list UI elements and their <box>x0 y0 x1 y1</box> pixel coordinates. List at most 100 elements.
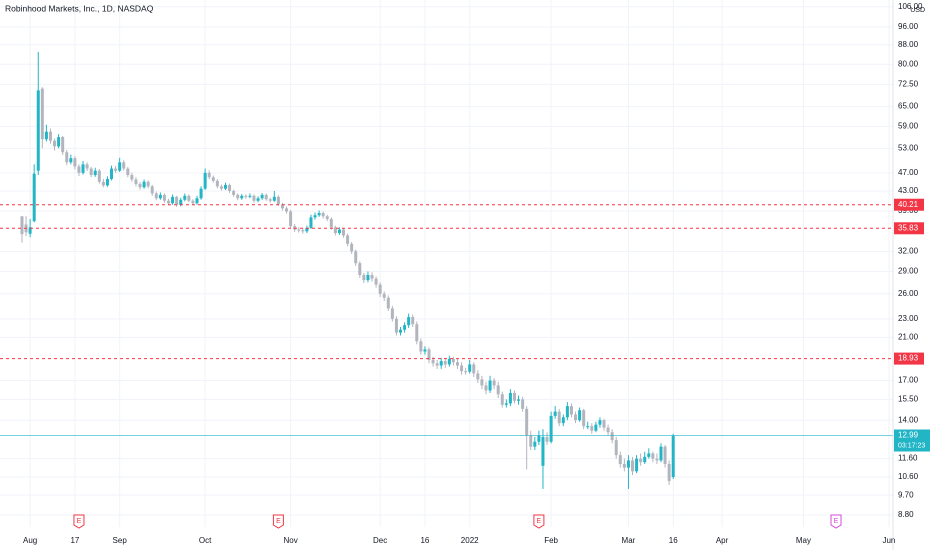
candle-body <box>309 217 313 228</box>
candle-body <box>390 308 394 319</box>
candle-body <box>419 341 423 352</box>
candle-body <box>439 361 443 366</box>
candle-body <box>443 361 447 365</box>
y-tick-label: 21.00 <box>898 333 919 342</box>
candle-body <box>280 204 284 209</box>
candle-body <box>256 198 260 201</box>
x-tick-label: Jun <box>882 536 895 545</box>
y-tick-label: 11.60 <box>898 454 918 463</box>
candle-body <box>81 164 85 173</box>
event-marker <box>73 514 85 529</box>
y-tick-label: 80.00 <box>898 59 919 68</box>
candle-body <box>464 371 468 373</box>
candle-body <box>561 417 565 424</box>
candle-body <box>329 218 333 228</box>
candle-body <box>321 213 325 217</box>
candle-body <box>569 406 573 415</box>
candle-body <box>118 162 122 171</box>
x-tick-label: May <box>796 536 811 545</box>
candle-body <box>195 198 199 204</box>
candle-body <box>492 380 496 386</box>
x-tick-label: Mar <box>622 536 636 545</box>
candle-body <box>631 460 635 472</box>
y-tick-label: 59.00 <box>898 122 919 131</box>
candle-body <box>545 436 549 442</box>
candle-body <box>374 278 378 285</box>
candle-body <box>289 211 293 227</box>
y-tick-label: 53.00 <box>898 143 919 152</box>
event-marker <box>830 514 842 529</box>
y-tick-label: 88.00 <box>898 40 919 49</box>
chart-title: Robinhood Markets, Inc., 1D, NASDAQ <box>5 3 154 13</box>
candle-body <box>223 184 227 189</box>
candle-body <box>301 230 305 232</box>
candle-body <box>28 227 32 234</box>
candle-body <box>472 364 476 374</box>
candle-body <box>476 373 480 380</box>
candle-body <box>105 179 109 186</box>
candle-body <box>525 408 529 436</box>
candle-body <box>260 194 264 199</box>
candle-body <box>167 200 171 204</box>
candle-body <box>431 360 435 364</box>
candle-body <box>423 349 427 352</box>
candle-body <box>134 179 138 185</box>
y-tick-label: 43.00 <box>898 186 919 195</box>
candle-body <box>500 394 504 405</box>
candle-body <box>158 194 162 199</box>
candle-body <box>451 358 455 363</box>
event-marker <box>533 514 545 529</box>
candle-body <box>671 435 675 478</box>
candle-body <box>366 275 370 281</box>
candle-body <box>252 195 256 201</box>
grid <box>0 0 893 527</box>
y-tick-label: 10.60 <box>898 472 919 481</box>
candle-body <box>171 196 175 204</box>
x-tick-label: Apr <box>716 536 729 545</box>
candle-body <box>484 385 488 391</box>
candle-body <box>337 229 341 234</box>
event-label: E <box>276 518 281 525</box>
candle-body <box>297 229 301 231</box>
event-label: E <box>537 518 542 525</box>
candle-body <box>272 196 276 201</box>
candle-body <box>394 318 398 333</box>
candle-body <box>403 325 407 330</box>
candle-body <box>663 446 667 464</box>
level-label: 18.93 <box>898 354 919 363</box>
candle-body <box>386 297 390 309</box>
candle-body <box>61 137 65 153</box>
candle-body <box>488 380 492 391</box>
candle-body <box>411 317 415 325</box>
y-tick-label: 8.80 <box>898 510 914 519</box>
axes: 106.00 96.00 88.00 80.00 72.50 65.00 59.00 53.0… <box>23 2 930 545</box>
candle-body <box>504 403 508 405</box>
level-label-box <box>894 222 924 235</box>
x-tick-label: Dec <box>373 536 387 545</box>
level-label-box <box>894 198 924 211</box>
candle-body <box>635 458 639 472</box>
candle-body <box>447 358 451 365</box>
candle-body <box>232 191 236 195</box>
candle-body <box>358 263 362 276</box>
candle-body <box>407 317 411 326</box>
candle-body <box>565 406 569 418</box>
candle-body <box>69 158 73 163</box>
candle-body <box>77 166 81 173</box>
candle-body <box>57 137 61 147</box>
candle-body <box>114 168 118 171</box>
candle-body <box>651 453 655 459</box>
candle-body <box>655 458 659 461</box>
candle-body <box>89 168 93 176</box>
candle-body <box>333 227 337 234</box>
candle-body <box>154 193 158 199</box>
candle-body <box>215 180 219 187</box>
candle-body <box>101 181 105 186</box>
candle-body <box>48 131 52 141</box>
candle-body <box>199 188 203 199</box>
candle-body <box>382 293 386 298</box>
x-tick-label: Aug <box>23 536 37 545</box>
